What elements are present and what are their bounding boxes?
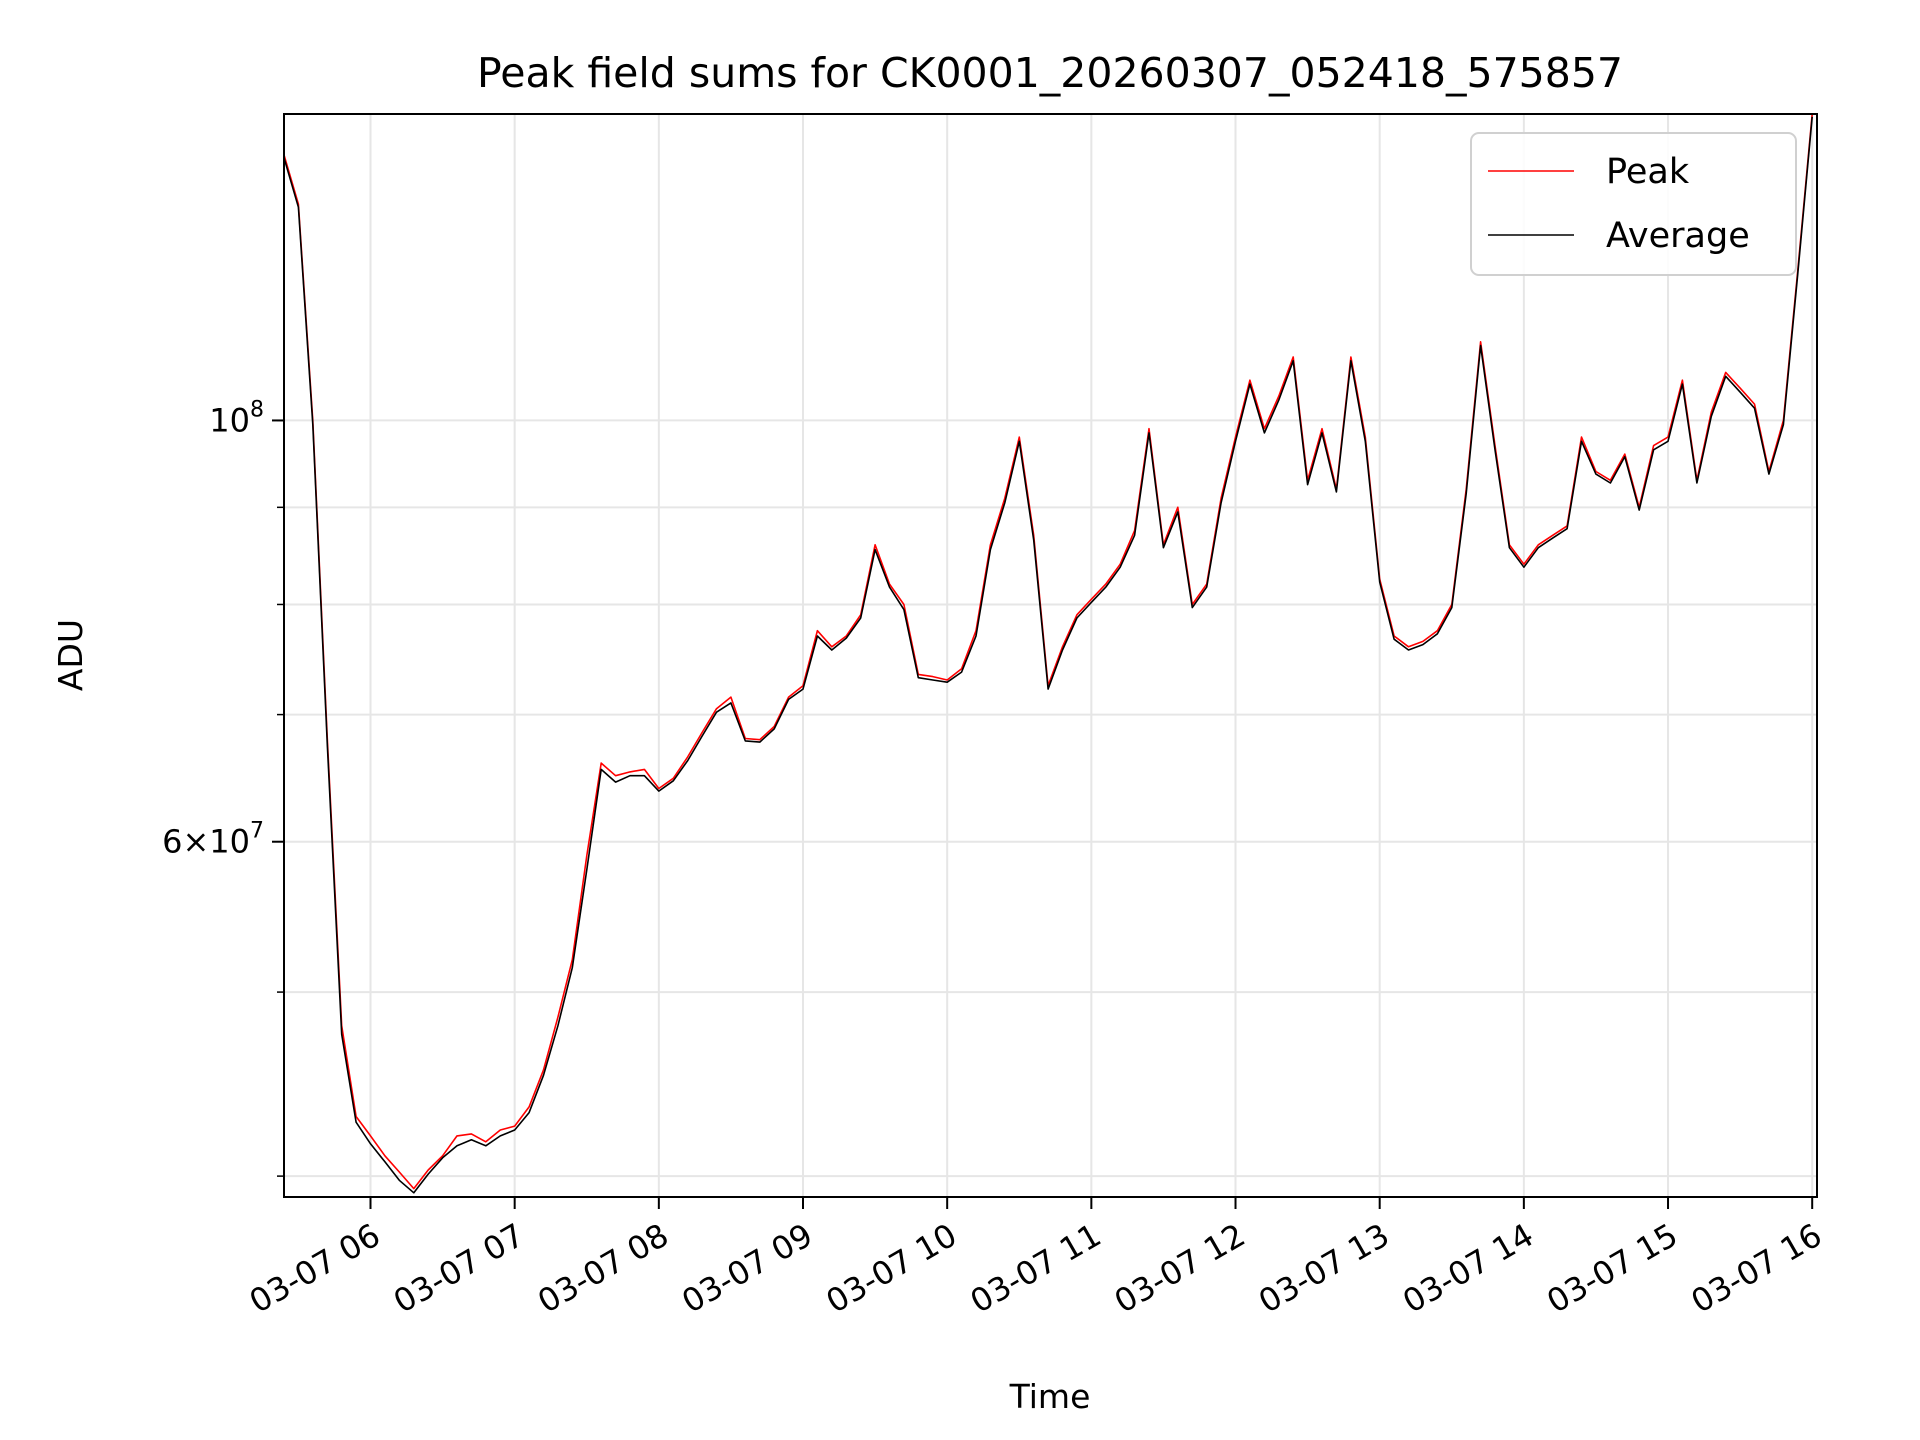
y-axis-label: ADU bbox=[51, 619, 90, 691]
y-tick-label: 6×107 bbox=[162, 819, 264, 861]
series bbox=[283, 113, 1813, 1194]
legend: Peak Average bbox=[1470, 132, 1797, 276]
plot-frame bbox=[283, 113, 1818, 1198]
y-tick-label: 108 bbox=[209, 397, 264, 439]
legend-peak-label: Peak bbox=[1606, 152, 1690, 192]
series-line-average bbox=[283, 116, 1813, 1194]
y-axis: 108 6×107 bbox=[162, 397, 284, 1177]
x-axis-label: Time bbox=[1009, 1377, 1091, 1416]
chart-title: Peak field sums for CK0001_20260307_0524… bbox=[477, 49, 1623, 97]
legend-average-label: Average bbox=[1606, 216, 1750, 256]
grid bbox=[284, 114, 1817, 1197]
legend-box bbox=[1470, 132, 1797, 276]
